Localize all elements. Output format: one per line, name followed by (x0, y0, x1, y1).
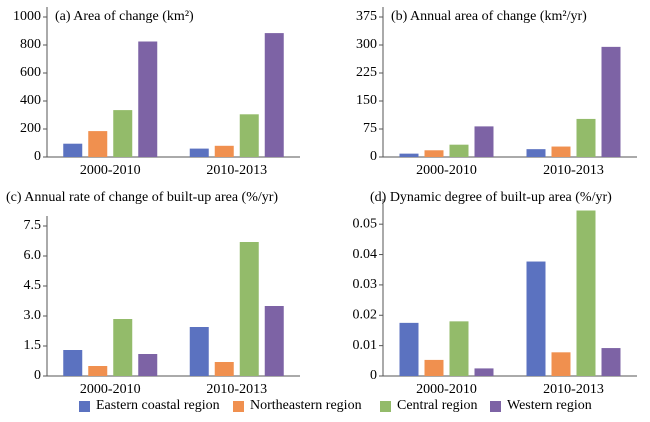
bar-2010-2013-1 (189, 148, 209, 157)
bar-2010-2013-2 (214, 145, 234, 157)
bar-2000-2010-1 (63, 143, 83, 157)
panel-title: (d) Dynamic degree of built-up area (%/y… (370, 190, 612, 205)
legend-item-eastern-coastal: Eastern coastal region (79, 396, 220, 416)
chart-panel-a: (a) Area of change (km²) 0 200 400 600 800 100… (13, 7, 300, 178)
bar-2010-2013-4 (601, 46, 621, 157)
bar-2010-2013-3 (576, 118, 596, 157)
legend-label: Central region (397, 398, 478, 413)
x-tick-label: 2000-2010 (80, 382, 141, 397)
bar-2000-2010-4 (138, 354, 158, 376)
bar-2010-2013-1 (526, 261, 546, 376)
y-tick-label: 0 (370, 368, 377, 383)
chart-panel-c: (c) Annual rate of change of built-up ar… (6, 190, 300, 397)
bar-2000-2010-2 (88, 131, 108, 157)
bar-2010-2013-3 (576, 210, 596, 376)
x-tick-label: 2000-2010 (416, 382, 477, 397)
bar-2010-2013-2 (551, 146, 571, 157)
y-tick-label: 0.01 (353, 338, 378, 353)
legend-item-central: Central region (380, 396, 477, 416)
bar-2000-2010-3 (113, 110, 133, 157)
legend-label: Eastern coastal region (96, 398, 220, 413)
legend-item-northeastern: Northeastern region (233, 396, 362, 416)
bar-2010-2013-2 (551, 352, 571, 376)
x-tick-label: 2000-2010 (416, 163, 477, 178)
y-tick-label: 6.0 (24, 248, 42, 263)
panel-title: (b) Annual area of change (km²/yr) (391, 9, 587, 24)
y-tick-label: 1000 (13, 9, 41, 24)
bar-2010-2013-4 (264, 33, 284, 157)
bar-2010-2013-4 (264, 306, 284, 376)
y-tick-label: 400 (20, 93, 41, 108)
chart-panel-d: (d) Dynamic degree of built-up area (%/y… (353, 190, 637, 397)
legend: Eastern coastal region Northeastern regi… (0, 396, 650, 416)
bar-2000-2010-1 (399, 153, 419, 157)
y-tick-label: 800 (20, 37, 41, 52)
legend-swatch (233, 400, 244, 412)
y-tick-label: 0.04 (353, 247, 378, 262)
y-tick-label: 1.5 (24, 338, 42, 353)
x-tick-label: 2010-2013 (206, 382, 267, 397)
x-tick-label: 2010-2013 (543, 382, 604, 397)
panel-title: (a) Area of change (km²) (55, 9, 194, 24)
x-tick-label: 2010-2013 (206, 163, 267, 178)
bar-2000-2010-4 (474, 126, 494, 157)
y-tick-label: 225 (356, 65, 377, 80)
bar-2010-2013-4 (601, 348, 621, 376)
bar-2000-2010-3 (449, 144, 469, 157)
legend-label: Northeastern region (250, 398, 362, 413)
y-tick-label: 150 (356, 93, 377, 108)
y-tick-label: 75 (363, 121, 377, 136)
bar-2010-2013-1 (526, 149, 546, 157)
y-tick-label: 7.5 (24, 218, 42, 233)
bar-2000-2010-2 (88, 366, 108, 376)
legend-swatch (380, 400, 391, 412)
y-tick-label: 200 (20, 121, 41, 136)
bar-2000-2010-3 (113, 319, 133, 376)
y-tick-label: 0 (34, 149, 41, 164)
legend-swatch (79, 400, 90, 412)
bar-2010-2013-3 (239, 114, 259, 157)
bar-2000-2010-2 (424, 359, 444, 376)
y-tick-label: 0.03 (353, 277, 378, 292)
bar-2000-2010-1 (63, 350, 83, 376)
x-tick-label: 2010-2013 (543, 163, 604, 178)
y-tick-label: 0.05 (353, 216, 378, 231)
bar-2000-2010-3 (449, 321, 469, 376)
x-tick-label: 2000-2010 (80, 163, 141, 178)
panel-title: (c) Annual rate of change of built-up ar… (6, 190, 278, 205)
bar-2010-2013-2 (214, 362, 234, 376)
y-tick-label: 600 (20, 65, 41, 80)
bar-2010-2013-1 (189, 327, 209, 376)
y-tick-label: 0 (34, 368, 41, 383)
y-tick-label: 4.5 (24, 278, 42, 293)
bar-2010-2013-3 (239, 242, 259, 376)
y-tick-label: 0 (370, 149, 377, 164)
bar-2000-2010-2 (424, 150, 444, 157)
y-tick-label: 0.02 (353, 307, 378, 322)
legend-item-western: Western region (490, 396, 592, 416)
bar-2000-2010-1 (399, 322, 419, 376)
y-tick-label: 3.0 (24, 308, 42, 323)
legend-swatch (490, 400, 501, 412)
legend-label: Western region (507, 398, 592, 413)
y-tick-label: 300 (356, 37, 377, 52)
bar-2000-2010-4 (138, 41, 158, 157)
bar-2000-2010-4 (474, 368, 494, 376)
y-tick-label: 375 (356, 9, 377, 24)
chart-panel-b: (b) Annual area of change (km²/yr) 0 75 150… (356, 7, 637, 178)
